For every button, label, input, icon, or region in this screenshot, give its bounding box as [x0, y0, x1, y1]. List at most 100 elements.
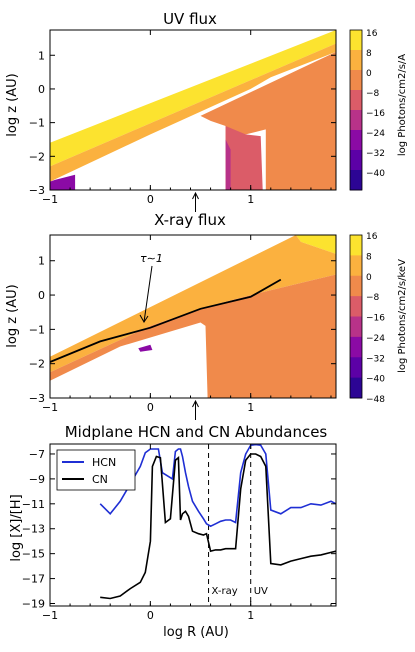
- colorbar-segment: [350, 275, 362, 297]
- legend-label: CN: [92, 473, 108, 486]
- abundance-legend: HCN CN: [56, 449, 136, 491]
- legend-label: HCN: [92, 456, 116, 469]
- colorbar-segment: [350, 235, 362, 256]
- abundance-axes: −1 0 1 −19 −17 −15 −13 −11 −9 −7: [22, 443, 337, 622]
- abundance-panel: Midplane HCN and CN Abundances log [X]/[…: [9, 423, 337, 640]
- arrow-head: [192, 191, 199, 200]
- y-tick-label: 0: [38, 83, 45, 96]
- plot-frame: [49, 443, 337, 607]
- abundance-y-axis-label: log [X]/[H]: [9, 494, 24, 561]
- y-tick-label: −13: [22, 523, 45, 536]
- tau-label: τ∼1: [140, 252, 163, 265]
- colorbar-frame: [349, 29, 363, 191]
- x-tick-label: 1: [247, 609, 254, 622]
- plot-frame: [49, 234, 337, 399]
- xray-flux-colorbar-label: log Photons/cm2/s/keV: [397, 259, 408, 373]
- colorbar-segment: [350, 316, 362, 338]
- flux-region-level-neg24: [138, 344, 153, 352]
- xray-flux-panel: X-ray flux log z (AU) −1 0 1−3−2−101 1680−…: [5, 211, 408, 420]
- flux-region-level-8: [50, 235, 336, 373]
- colorbar-segment: [350, 357, 362, 379]
- xray-flux-radius-arrow: [139, 265, 199, 420]
- colorbar-segment: [350, 296, 362, 317]
- y-tick-label: −1: [29, 117, 45, 130]
- colorbar-tick-label: −16: [366, 109, 385, 119]
- tau-arrow-head: [139, 314, 149, 323]
- series-line-hcn: [99, 443, 337, 528]
- legend-frame: [56, 449, 136, 491]
- colorbar-tick-label: −24: [366, 129, 385, 139]
- colorbar-tick-label: −40: [366, 169, 385, 179]
- colorbar-tick-label: −16: [366, 314, 385, 324]
- colorbar-tick-label: −32: [366, 354, 385, 364]
- y-tick-label: −2: [29, 150, 45, 163]
- uv-flux-radius-arrow: [192, 191, 199, 212]
- abundance-x-axis-label: log R (AU): [163, 625, 229, 640]
- uv-flux-axes: −1 0 1 −3 −2 −1 0 1: [29, 29, 337, 206]
- x-tick-label: 0: [147, 609, 154, 622]
- colorbar-tick-label: −24: [366, 334, 385, 344]
- y-tick-label: 1: [38, 255, 45, 268]
- colorbar-tick-label: −32: [366, 149, 385, 159]
- flux-region-level-neg8: [225, 126, 263, 190]
- xray-flux-y-axis-label: log z (AU): [5, 284, 20, 347]
- y-tick-label: −15: [22, 548, 45, 561]
- series-line-cn: [100, 453, 337, 600]
- colorbar-segment: [350, 90, 362, 111]
- y-tick-label: 0: [38, 289, 45, 302]
- vline-label: UV: [254, 586, 268, 597]
- arrow-head: [192, 399, 199, 408]
- uv-flux-heatmap: [50, 30, 336, 190]
- colorbar-tick-label: −8: [366, 293, 380, 303]
- flux-region-level-0: [50, 274, 336, 398]
- flux-region-level-16: [295, 235, 336, 254]
- vline-label: X-ray: [212, 586, 238, 597]
- colorbar-segment: [350, 150, 362, 171]
- colorbar-segment: [350, 50, 362, 71]
- y-tick-label: −19: [22, 598, 45, 611]
- y-tick-label: −11: [22, 498, 45, 511]
- x-tick-label: −1: [42, 193, 58, 206]
- colorbar-segment: [350, 130, 362, 151]
- xray-flux-axes: −1 0 1 −3 −2 −1 0 1: [29, 234, 337, 414]
- y-tick-label: −3: [29, 392, 45, 405]
- colorbar-tick-label: −48: [366, 395, 385, 405]
- uv-flux-panel: UV flux log z (AU) −1 0 1 −3 −2 −1 0 1 16 8 0 −8 −1…: [5, 10, 408, 212]
- uv-flux-colorbar-label: log Photons/cm2/s/A: [397, 54, 408, 156]
- xray-flux-heatmap: [50, 235, 336, 398]
- colorbar-tick-label: 16: [366, 232, 378, 242]
- flux-region-level-16: [50, 30, 336, 167]
- colorbar-segment: [350, 255, 362, 277]
- x-tick-label: −1: [42, 401, 58, 414]
- y-tick-label: −3: [29, 184, 45, 197]
- x-tick-label: 0: [147, 193, 154, 206]
- x-tick-label: 1: [247, 193, 254, 206]
- tau-arrow: [143, 265, 153, 323]
- uv-flux-colorbar: 16 8 0 −8 −16 −24 −32 −40: [349, 29, 385, 191]
- flux-region-level-0: [200, 51, 336, 190]
- x-tick-label: 0: [147, 401, 154, 414]
- uv-flux-title: UV flux: [163, 10, 217, 28]
- x-tick-label: −1: [42, 609, 58, 622]
- uv-flux-y-axis-label: log z (AU): [5, 73, 20, 136]
- plot-frame: [49, 29, 337, 191]
- y-tick-label: −9: [29, 473, 45, 486]
- colorbar-tick-label: 8: [366, 49, 372, 59]
- xray-flux-title: X-ray flux: [154, 211, 226, 229]
- y-tick-label: −1: [29, 323, 45, 336]
- colorbar-segment: [350, 70, 362, 91]
- colorbar-tick-label: 0: [366, 69, 372, 79]
- abundance-title: Midplane HCN and CN Abundances: [65, 423, 328, 441]
- colorbar-segment: [350, 30, 362, 51]
- colorbar-tick-label: 16: [366, 29, 378, 39]
- tau-unity-line: [50, 278, 282, 363]
- colorbar-tick-label: −8: [366, 89, 380, 99]
- abundance-plot: X-ray UV: [99, 443, 337, 606]
- colorbar-frame: [349, 234, 363, 399]
- colorbar-segment: [350, 336, 362, 358]
- flux-region-level-neg16: [225, 139, 231, 190]
- y-tick-label: −17: [22, 573, 45, 586]
- colorbar-segment: [350, 170, 362, 191]
- y-tick-label: −2: [29, 358, 45, 371]
